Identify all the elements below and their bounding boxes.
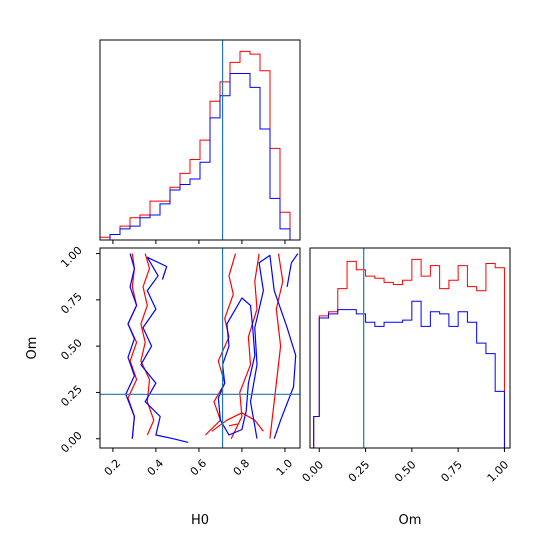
h0-axis-label: H0: [191, 513, 209, 528]
h0-marginal-hist-series-0: [99, 50, 300, 241]
h0-marginal-frame: [99, 39, 301, 241]
contour-series-0-line-6: [228, 423, 238, 427]
om-marginal-x-tick-label: 0.50: [392, 458, 419, 485]
contour-series-0-line-5: [269, 253, 284, 439]
h0-marginal-hist-series-1: [100, 73, 300, 241]
om-marginal-x-tick-label: 0.00: [300, 458, 327, 485]
contour-series-1-line-4: [286, 253, 299, 288]
h0-x-tick-label: 1.0: [274, 457, 296, 479]
om-marginal-axis-label: Om: [399, 513, 422, 528]
om-marginal-frame: [309, 247, 511, 449]
h0-x-tick-label: 0.6: [188, 457, 210, 479]
om-axis-label: Om: [25, 337, 40, 360]
contour-series-1-line-2: [217, 297, 256, 436]
om-marginal-hist-series-1: [313, 300, 505, 448]
contour-series-0-line-0: [140, 253, 155, 436]
om-marginal-x-tick-label: 1.00: [485, 458, 512, 485]
contour-frame: [99, 247, 301, 449]
om-marginal-hist-series-0: [313, 258, 505, 448]
om-y-tick-label: 1.00: [58, 244, 85, 271]
om-marginal-x-tick-label: 0.25: [346, 458, 373, 485]
om-y-tick-label: 0.75: [58, 290, 85, 317]
h0-x-tick-label: 0.4: [145, 457, 167, 479]
om-y-tick-label: 0.25: [58, 383, 85, 410]
contour-series-1-line-0: [140, 256, 189, 443]
contour-series-1-line-3: [249, 254, 297, 439]
om-marginal-x-tick-label: 0.75: [438, 458, 465, 485]
om-y-tick-label: 0.50: [58, 336, 85, 363]
h0-x-tick-label: 0.8: [231, 457, 253, 479]
h0-x-tick-label: 0.2: [102, 457, 124, 479]
om-y-tick-label: 0.00: [58, 429, 85, 456]
contour-series-0-line-4: [230, 253, 260, 439]
contour-series-1-line-1: [125, 253, 138, 439]
contour-series-0-line-2: [204, 253, 237, 436]
